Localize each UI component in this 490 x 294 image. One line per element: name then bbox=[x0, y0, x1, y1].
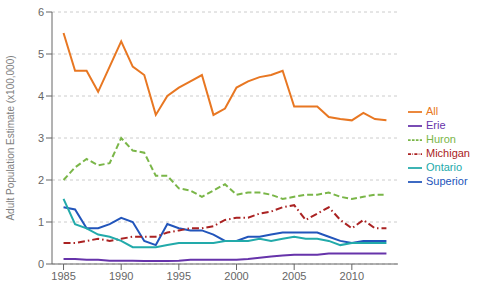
svg-text:5: 5 bbox=[38, 48, 44, 60]
html-text:Superior: Superior bbox=[426, 175, 468, 188]
html-text:Erie: Erie bbox=[426, 118, 446, 131]
html-text:Michigan: Michigan bbox=[426, 147, 470, 159]
svg-text:2000: 2000 bbox=[224, 270, 248, 282]
svg-text:2: 2 bbox=[38, 174, 44, 186]
svg-text:1990: 1990 bbox=[109, 270, 133, 282]
svg-text:2005: 2005 bbox=[282, 270, 306, 282]
svg-text:0: 0 bbox=[38, 258, 44, 270]
svg-text:1985: 1985 bbox=[51, 270, 75, 282]
svg-text:3: 3 bbox=[38, 132, 44, 144]
svg-text:1: 1 bbox=[38, 216, 44, 228]
svg-text:6: 6 bbox=[38, 6, 44, 18]
html-text:Huron: Huron bbox=[426, 132, 456, 145]
svg-text:2010: 2010 bbox=[340, 270, 364, 282]
html-text:All: All bbox=[426, 104, 439, 117]
svg-text:4: 4 bbox=[38, 90, 44, 102]
html-text:Ontario: Ontario bbox=[426, 161, 462, 174]
svg-text:1995: 1995 bbox=[167, 270, 191, 282]
svg-text:Adult Population Estimate (x10: Adult Population Estimate (x100,000) bbox=[8, 55, 16, 220]
